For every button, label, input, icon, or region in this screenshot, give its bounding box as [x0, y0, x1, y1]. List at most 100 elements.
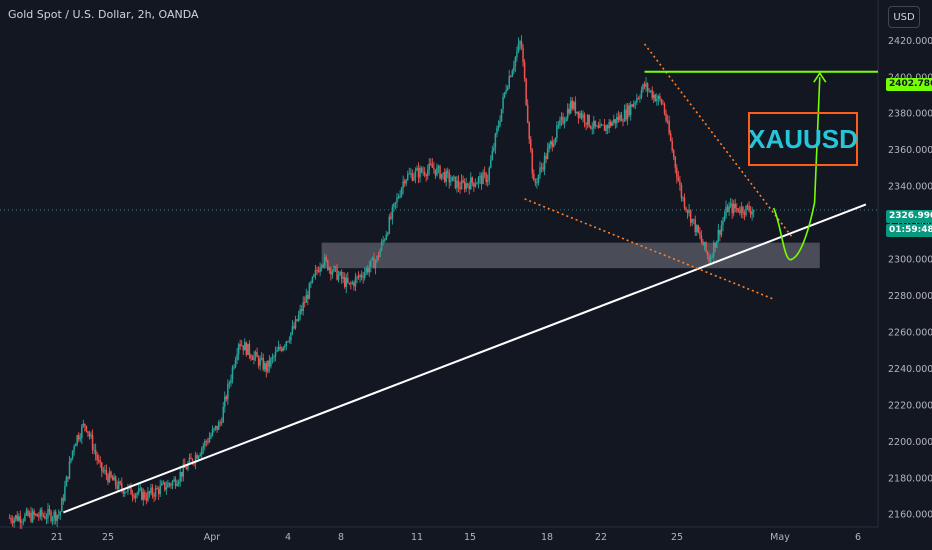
candle-body [14, 515, 17, 519]
candle-body [362, 276, 364, 278]
candle-body [742, 206, 744, 214]
candle-body [665, 113, 667, 121]
candle-body [403, 181, 406, 184]
candle-body [253, 355, 255, 360]
x-tick-label: 6 [855, 532, 861, 543]
candle-body [719, 230, 721, 236]
candle-body [651, 90, 653, 98]
candle-body [156, 488, 158, 489]
x-tick-label: 4 [285, 532, 291, 543]
x-tick-label: 11 [411, 532, 423, 543]
candle-body [454, 176, 457, 189]
candle-body [316, 270, 318, 271]
candle-body [640, 90, 643, 98]
y-tick-label: 2420.000 [888, 36, 932, 47]
candle-body [725, 206, 727, 217]
candle-body [245, 342, 248, 355]
candle-body [716, 240, 718, 248]
candle-body [151, 487, 154, 495]
x-tick-label: 8 [338, 532, 344, 543]
candle-body [511, 70, 514, 77]
candle-body [745, 205, 747, 215]
candle-body [633, 103, 635, 107]
currency-button[interactable]: USD [888, 6, 920, 28]
candle-body [365, 268, 367, 273]
candle-body [280, 348, 283, 351]
candle-body [446, 170, 449, 173]
candle-body [67, 476, 69, 479]
candle-body [643, 84, 646, 87]
candle-body [210, 435, 212, 438]
candle-body [546, 148, 549, 159]
candle-body [187, 463, 189, 470]
candle-body [368, 267, 371, 273]
candle-body [417, 168, 420, 178]
candle-body [451, 176, 454, 182]
candle-body [237, 344, 240, 355]
projection-arrowhead [813, 71, 827, 83]
candle-body [514, 57, 517, 67]
candle-body [177, 481, 180, 485]
candle-body [465, 183, 467, 190]
candle-body [53, 511, 55, 519]
candle-body [600, 124, 603, 126]
candle-body [622, 121, 624, 123]
candle-body [333, 266, 335, 272]
candle-body [510, 76, 512, 77]
candle-body [139, 488, 141, 490]
candle-body [686, 210, 689, 213]
candle-body [373, 257, 375, 269]
candle-body [516, 51, 518, 58]
candle-body [348, 282, 351, 284]
candle-body [506, 87, 509, 90]
candle-body [110, 471, 112, 478]
candle-body [360, 274, 363, 277]
candle-body [416, 168, 418, 171]
candle-body [708, 255, 710, 262]
candle-body [336, 266, 338, 280]
y-tick-label: 2160.000 [888, 510, 932, 521]
candle-body [240, 345, 243, 347]
candle-body [426, 169, 429, 177]
candle-body [62, 498, 65, 501]
y-tick-label: 2300.000 [888, 255, 932, 266]
x-tick-label: Apr [204, 532, 221, 543]
candle-body [410, 173, 412, 175]
candle-body [688, 210, 690, 213]
candle-body [213, 428, 215, 430]
current-price-tag: 2326.990 [886, 210, 932, 223]
candle-body [402, 181, 404, 189]
candle-body [712, 242, 715, 257]
candle-body [264, 363, 266, 370]
candle-body [674, 156, 677, 168]
candle-body [671, 140, 673, 151]
candle-body [479, 175, 481, 178]
candle-body [141, 488, 143, 500]
candle-body [537, 174, 540, 183]
candle-body [24, 514, 26, 521]
candle-body [623, 109, 626, 122]
candle-body [164, 482, 166, 490]
candle-body [305, 294, 308, 303]
candle-body [470, 177, 472, 190]
candle-body [672, 150, 675, 157]
candle-body [551, 141, 554, 147]
candle-body [679, 180, 681, 186]
candle-body [737, 208, 740, 212]
candle-body [685, 207, 687, 211]
candle-body [729, 203, 732, 206]
candle-body [290, 332, 292, 341]
candle-body [700, 235, 703, 242]
candle-body [204, 441, 206, 446]
candle-body [557, 125, 560, 127]
candle-body [267, 360, 269, 372]
candle-body [310, 282, 312, 284]
candle-body [668, 120, 670, 134]
candle-body [460, 180, 463, 190]
candle-body [319, 267, 321, 272]
y-tick-label: 2380.000 [888, 109, 932, 120]
candle-body [171, 481, 174, 486]
candle-body [691, 218, 693, 223]
